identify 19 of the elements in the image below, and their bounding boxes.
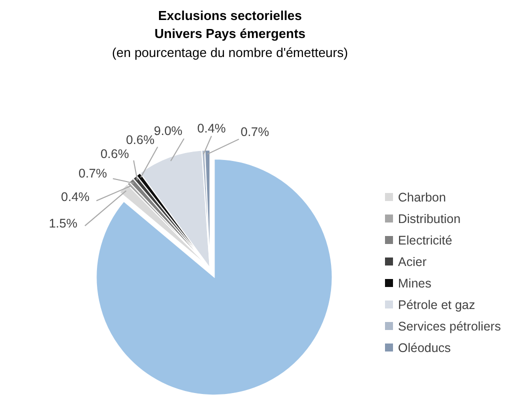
data-label: 9.0% xyxy=(154,124,182,138)
data-label: 1.5% xyxy=(48,216,78,231)
legend-label: Services pétroliers xyxy=(398,319,501,334)
data-label: 0.6% xyxy=(126,132,154,147)
legend-label: Charbon xyxy=(398,190,446,204)
legend-label: Distribution xyxy=(398,212,461,226)
data-label: 0.7% xyxy=(240,124,270,139)
chart-title: Exclusions sectorielles xyxy=(158,8,302,23)
text: (en pourcentage du nombre d'émetteurs) xyxy=(112,45,348,60)
legend-label: Acier xyxy=(398,254,426,269)
legend-label: Mines xyxy=(398,276,432,290)
data-label: 0.7% xyxy=(78,166,108,181)
data-label: 0.6% xyxy=(100,147,129,162)
legend-label: Electricité xyxy=(398,233,452,248)
data-label: 0.4% xyxy=(197,121,226,136)
chart-subtitle: Univers Pays émergents xyxy=(154,26,306,41)
data-label: 0.4% xyxy=(61,190,90,204)
legend-label: Pétrole et gaz xyxy=(398,298,476,312)
legend-label: Oléoducs xyxy=(398,340,451,355)
